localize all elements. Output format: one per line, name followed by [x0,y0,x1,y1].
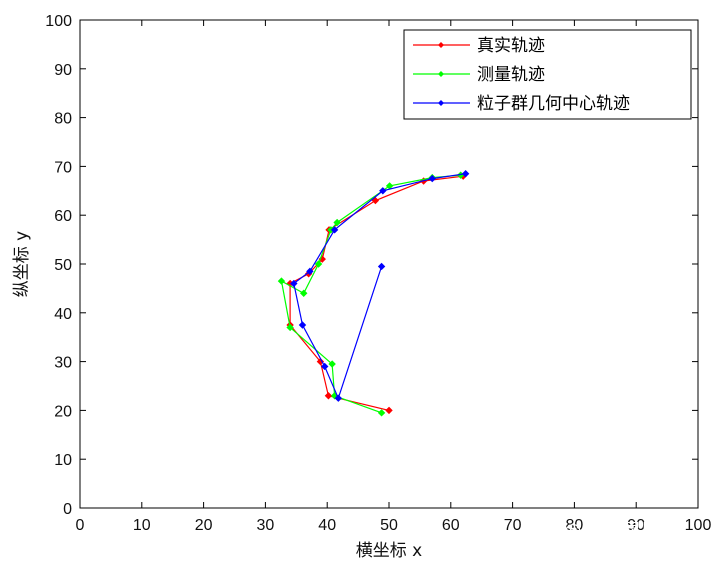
y-axis-label: 纵坐标 y [12,231,32,297]
y-tick-label: 30 [54,355,72,372]
series-line [280,174,461,414]
series-layer [277,170,470,417]
data-point [277,277,286,285]
series-3 [290,170,470,402]
data-point [461,170,470,178]
data-point [333,218,341,227]
data-point [306,267,314,276]
watermark: 知乎 @北辰_星星 https://blog.csdn.net/xuzhexin… [496,521,702,556]
x-tick-label: 80 [566,517,584,534]
x-tick-label: 30 [257,517,275,534]
y-tick-label: 20 [54,403,72,420]
x-tick-label: 40 [318,517,336,534]
y-tick-label: 50 [54,257,72,274]
legend-label: 真实轨迹 [477,36,545,56]
x-tick-label: 20 [195,517,213,534]
data-point [371,196,380,205]
y-tick-label: 90 [54,62,72,79]
y-tick-label: 80 [54,111,72,128]
data-point [385,406,393,415]
legend-label: 粒子群几何中心轨迹 [477,94,630,114]
series-line [293,173,466,400]
legend-item: 真实轨迹 [413,36,545,56]
data-point [321,362,329,371]
y-tick-label: 60 [54,208,72,225]
data-point [328,360,336,368]
y-tick-label: 10 [54,452,72,469]
data-point [330,226,339,234]
data-point [286,323,294,332]
x-tick-label: 50 [380,517,398,534]
x-tick-label: 90 [627,517,645,534]
y-tick-label: 70 [54,159,72,176]
y-tick-label: 40 [54,306,72,323]
x-tick-label: 60 [442,517,460,534]
data-point [428,174,436,183]
x-axis-label: 横坐标 x [356,541,422,561]
watermark-zhihu: 知乎 @北辰_星星 [525,521,658,541]
data-point [377,409,386,417]
legend-swatch-marker [438,42,444,48]
series-2 [277,171,465,417]
data-point [324,392,333,400]
x-axis: 0 10 20 30 40 50 60 70 80 90 100 [76,20,712,534]
x-tick-label: 10 [133,517,151,534]
data-point [290,279,298,288]
data-point [300,289,308,297]
y-tick-label: 100 [45,13,72,30]
legend-label: 测量轨迹 [477,65,545,85]
legend-item: 粒子群几何中心轨迹 [413,94,630,114]
data-point [298,321,307,329]
y-tick-label: 0 [63,501,72,518]
data-point [377,262,386,271]
data-point [379,187,387,195]
y-axis: 0 10 20 30 40 50 60 70 80 90 100 [45,13,698,518]
legend-swatch-marker [438,100,444,106]
x-tick-label: 70 [504,517,522,534]
data-point [314,260,323,268]
data-point [334,394,343,402]
legend-swatch-marker [438,71,444,77]
legend-item: 测量轨迹 [413,65,545,85]
x-tick-label: 0 [76,517,85,534]
watermark-url: https://blog.csdn.net/xuzhexing [496,541,702,556]
x-tick-label: 100 [685,517,712,534]
